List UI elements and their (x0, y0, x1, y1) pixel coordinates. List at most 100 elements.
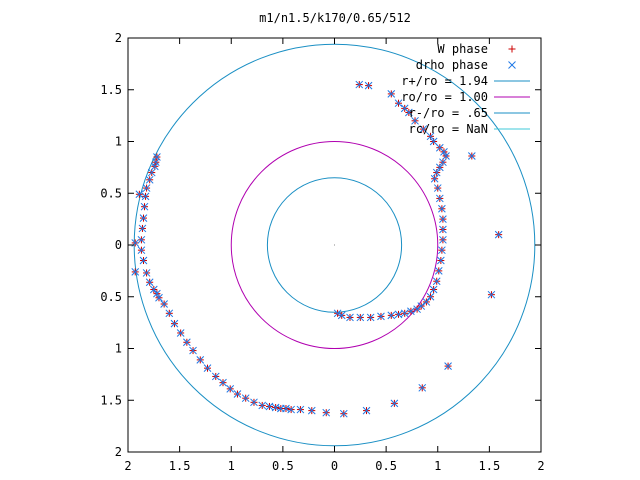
drho-phase-point (426, 292, 435, 301)
drho-phase-point (494, 230, 503, 239)
drho-phase-point (390, 399, 399, 408)
drho-phase-point (433, 184, 442, 192)
drho-phase-point (339, 409, 348, 418)
legend-label: ro/ro = 1.00 (401, 90, 488, 104)
y-tick-label: 1 (115, 135, 122, 149)
series-drho-phase (131, 80, 503, 418)
legend-label: W phase (437, 42, 488, 56)
drho-phase-point (265, 402, 274, 411)
x-tick-label: 2 (537, 459, 544, 473)
drho-phase-point (145, 175, 154, 184)
drho-phase-point (176, 329, 185, 337)
x-tick-label: 1.5 (169, 459, 191, 473)
drho-phase-point (394, 310, 403, 319)
drho-phase-point (413, 305, 421, 314)
y-tick-label: 0.5 (100, 290, 122, 304)
y-tick-label: 1.5 (100, 83, 122, 97)
drho-phase-point (182, 338, 191, 347)
drho-phase-point (258, 401, 267, 410)
drho-phase-point (271, 403, 280, 412)
drho-phase-point (226, 385, 235, 393)
drho-phase-point (387, 311, 396, 320)
y-tick-label: 1 (115, 342, 122, 356)
legend-marker-swatch (508, 45, 516, 53)
drho-phase-point (418, 383, 427, 392)
drho-phase-point (438, 246, 446, 255)
drho-phase-point (196, 356, 205, 364)
drho-phase-point (135, 190, 144, 199)
drho-phase-point (439, 158, 447, 167)
drho-phase-point (417, 302, 426, 310)
legend: W phase drho phase r+/ro = 1.94 ro/ro = 1.0… (401, 42, 530, 136)
legend-label: rc/ro = NaN (409, 122, 488, 136)
drho-phase-point (241, 394, 250, 403)
circle-2 (230, 141, 439, 349)
drho-phase-point (147, 168, 156, 177)
x-axis-ticks: 2 1.5 1 0.5 0 0.5 1 1.5 2 (124, 38, 545, 473)
x-tick-label: 0 (331, 459, 338, 473)
x-tick-label: 0.5 (272, 459, 294, 473)
drho-phase-point (170, 319, 179, 328)
drho-phase-point (440, 147, 448, 156)
drho-phase-point (203, 364, 212, 373)
drho-phase-point (435, 194, 444, 203)
x-tick-label: 0.5 (375, 459, 397, 473)
y-tick-label: 2 (115, 31, 122, 45)
y-tick-label: 2 (115, 445, 122, 459)
drho-phase-point (337, 311, 346, 320)
drho-phase-point (439, 225, 447, 234)
drho-phase-point (160, 300, 168, 308)
drho-phase-point (346, 313, 354, 322)
drho-phase-point (419, 125, 428, 133)
drho-phase-point (362, 406, 371, 415)
drho-phase-point (429, 285, 438, 294)
drho-phase-point (137, 235, 146, 244)
y-tick-label: 1.5 (100, 393, 122, 407)
drho-phase-point (322, 408, 331, 417)
drho-phase-point (429, 137, 438, 146)
legend-label: r-/ro = .65 (409, 106, 488, 120)
drho-phase-point (137, 246, 146, 255)
drho-phase-point (442, 152, 450, 160)
drho-phase-point (140, 202, 149, 211)
drho-phase-point (364, 81, 373, 90)
drho-phase-point (142, 184, 151, 192)
y-axis-ticks: 2 1.5 1 0.5 0 0.5 1 1.5 2 (100, 31, 541, 459)
drho-phase-point (250, 398, 258, 407)
drho-phase-point (422, 298, 431, 306)
y-tick-label: 0.5 (100, 186, 122, 200)
drho-phase-point (366, 313, 375, 322)
circle-1 (133, 43, 536, 447)
drho-phase-point (131, 268, 140, 276)
x-tick-label: 1.5 (479, 459, 501, 473)
legend-label: drho phase (416, 58, 488, 72)
drho-phase-point (394, 99, 403, 108)
data-points (131, 80, 503, 418)
drho-phase-point (411, 116, 419, 125)
drho-phase-point (444, 362, 452, 370)
drho-phase-point (467, 152, 476, 160)
drho-phase-point (307, 406, 316, 415)
drho-phase-point (165, 309, 174, 318)
drho-phase-point (387, 90, 396, 98)
reference-circles (133, 43, 536, 447)
drho-phase-point (141, 192, 150, 201)
drho-phase-point (142, 269, 151, 277)
drho-phase-point (434, 267, 443, 275)
drho-phase-point (407, 307, 415, 316)
drho-phase-point (139, 214, 148, 222)
drho-phase-point (356, 313, 365, 322)
drho-phase-point (377, 312, 385, 321)
legend-marker-swatch (508, 61, 516, 69)
drho-phase-point (438, 204, 446, 213)
drho-phase-point (404, 108, 413, 117)
drho-phase-point (219, 378, 227, 387)
drho-phase-point (149, 285, 158, 294)
drho-phase-point (439, 215, 447, 223)
drho-phase-point (426, 132, 435, 141)
drho-phase-point (211, 372, 220, 381)
circle-3 (266, 177, 403, 313)
drho-phase-point (333, 309, 342, 318)
y-tick-label: 0 (115, 238, 122, 252)
